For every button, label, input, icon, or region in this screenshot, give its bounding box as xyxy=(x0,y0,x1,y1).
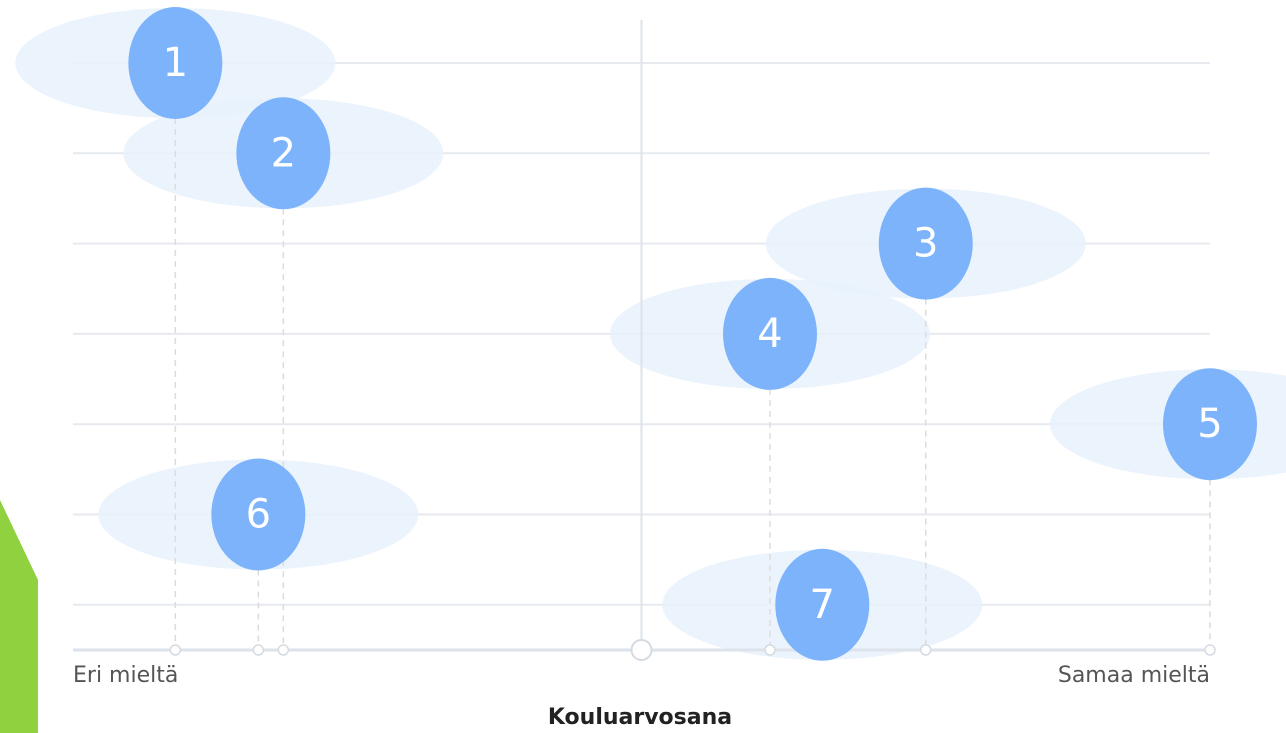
dot xyxy=(236,97,331,210)
axis-marker xyxy=(169,644,182,656)
dots: 1 2 3 4 5 6 7 xyxy=(128,7,1257,661)
center-marker xyxy=(630,639,653,661)
side-accent xyxy=(0,500,38,733)
dot xyxy=(878,187,973,300)
dot xyxy=(775,548,870,661)
axis-marker xyxy=(277,644,290,656)
x-axis-title: Kouluarvosana xyxy=(548,705,732,730)
x-tick-label: Samaa mieltä xyxy=(1058,663,1210,688)
dot-label: 5 xyxy=(1197,401,1222,447)
axis-marker xyxy=(764,644,776,656)
axis: Eri mieltä Samaa mieltä xyxy=(73,20,1216,688)
dot xyxy=(722,277,817,390)
dot-label: 6 xyxy=(246,492,271,538)
dot xyxy=(1163,368,1257,481)
dot xyxy=(211,458,306,571)
dot-label: 1 xyxy=(163,40,188,86)
dot-label: 2 xyxy=(271,130,296,176)
dot xyxy=(128,7,223,119)
dot-label: 7 xyxy=(810,582,835,628)
x-tick-label: Eri mieltä xyxy=(73,663,178,688)
axis-marker xyxy=(920,644,932,656)
axis-marker xyxy=(252,644,265,656)
dot-label: 3 xyxy=(913,221,938,267)
dot-label: 4 xyxy=(757,311,782,357)
axis-marker xyxy=(1204,644,1216,656)
